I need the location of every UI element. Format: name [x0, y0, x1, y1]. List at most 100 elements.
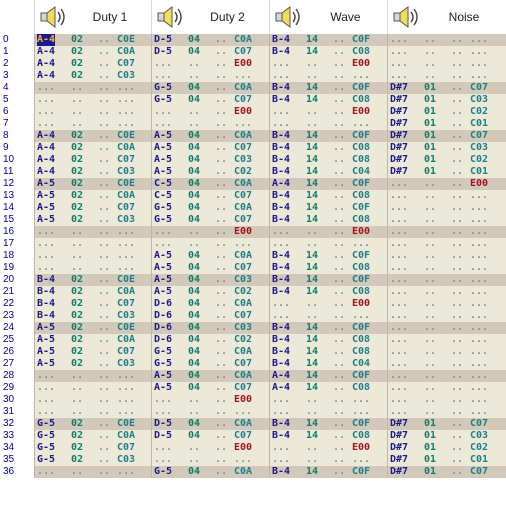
volume-field[interactable]: ..: [451, 226, 464, 237]
instrument-field[interactable]: 04: [188, 166, 201, 177]
instrument-field[interactable]: 02: [71, 322, 84, 333]
note-field[interactable]: B-4: [272, 346, 291, 357]
pattern-cell-duty-2[interactable]: A-5 04.. C02: [151, 286, 269, 298]
volume-field[interactable]: ..: [215, 226, 228, 237]
instrument-field[interactable]: ..: [71, 262, 84, 273]
effect-field[interactable]: C03: [234, 154, 253, 165]
instrument-field[interactable]: 14: [306, 334, 319, 345]
effect-field[interactable]: C02: [470, 106, 489, 117]
effect-field[interactable]: C07: [234, 214, 253, 225]
note-field[interactable]: ...: [390, 250, 409, 261]
effect-field[interactable]: ...: [234, 118, 253, 129]
pattern-cell-wave[interactable]: ..........: [269, 310, 387, 322]
effect-field[interactable]: C03: [117, 454, 136, 465]
volume-field[interactable]: ..: [98, 94, 111, 105]
pattern-cell-wave[interactable]: ....... E00: [269, 298, 387, 310]
instrument-field[interactable]: 14: [306, 274, 319, 285]
pattern-cell-duty-2[interactable]: G-5 04.. C0A: [151, 346, 269, 358]
volume-field[interactable]: ..: [333, 466, 346, 477]
pattern-cell-duty-1[interactable]: ..........: [34, 118, 151, 130]
pattern-cell-wave[interactable]: ....... E00: [269, 226, 387, 238]
pattern-cell-duty-1[interactable]: ..........: [34, 82, 151, 94]
pattern-cell-duty-1[interactable]: A-5 02.. C0A: [34, 190, 151, 202]
note-field[interactable]: ...: [37, 226, 56, 237]
note-field[interactable]: B-4: [272, 274, 291, 285]
note-field[interactable]: ...: [272, 442, 291, 453]
volume-field[interactable]: ..: [98, 406, 111, 417]
instrument-field[interactable]: 02: [71, 154, 84, 165]
volume-field[interactable]: ..: [451, 394, 464, 405]
note-field[interactable]: ...: [390, 298, 409, 309]
pattern-cell-wave[interactable]: B-4 14.. C08: [269, 214, 387, 226]
instrument-field[interactable]: ..: [188, 118, 201, 129]
effect-field[interactable]: C0A: [234, 82, 253, 93]
effect-field[interactable]: C0A: [234, 130, 253, 141]
volume-field[interactable]: ..: [215, 274, 228, 285]
volume-field[interactable]: ..: [451, 70, 464, 81]
pattern-cell-duty-2[interactable]: ....... E00: [151, 442, 269, 454]
instrument-field[interactable]: ..: [424, 286, 437, 297]
effect-field[interactable]: ...: [470, 334, 489, 345]
pattern-cell-noise[interactable]: ..........: [387, 298, 506, 310]
pattern-cell-wave[interactable]: B-4 14.. C0F: [269, 274, 387, 286]
speaker-icon[interactable]: [38, 3, 68, 31]
instrument-field[interactable]: ..: [424, 274, 437, 285]
volume-field[interactable]: ..: [215, 154, 228, 165]
pattern-cell-duty-2[interactable]: A-5 04.. C0A: [151, 370, 269, 382]
note-field[interactable]: ...: [154, 394, 173, 405]
note-field[interactable]: D-6: [154, 298, 173, 309]
volume-field[interactable]: ..: [98, 346, 111, 357]
note-field[interactable]: A-5: [154, 274, 173, 285]
pattern-cell-duty-1[interactable]: A-4 02.. C07: [34, 154, 151, 166]
note-field[interactable]: G-5: [37, 430, 56, 441]
note-field[interactable]: B-4: [272, 286, 291, 297]
pattern-cell-duty-1[interactable]: ..........: [34, 238, 151, 250]
effect-field[interactable]: C02: [234, 334, 253, 345]
pattern-cell-duty-2[interactable]: D-6 04.. C02: [151, 334, 269, 346]
pattern-cell-duty-1[interactable]: G-5 02.. C0A: [34, 430, 151, 442]
note-field[interactable]: ...: [272, 106, 291, 117]
pattern-cell-duty-2[interactable]: G-5 04.. C0A: [151, 202, 269, 214]
pattern-cell-duty-1[interactable]: A-5 02.. C07: [34, 202, 151, 214]
pattern-cell-noise[interactable]: D#7 01.. C07: [387, 418, 506, 430]
note-field[interactable]: ...: [272, 310, 291, 321]
instrument-field[interactable]: ..: [188, 106, 201, 117]
instrument-field[interactable]: 04: [188, 334, 201, 345]
pattern-grid[interactable]: 0 A-4 02.. C0E D-5 04.. C0A B-4 14.. C0F.........…: [0, 34, 506, 510]
effect-field[interactable]: C0A: [117, 430, 136, 441]
volume-field[interactable]: ..: [98, 322, 111, 333]
volume-field[interactable]: ..: [451, 130, 464, 141]
effect-field[interactable]: C0A: [234, 298, 253, 309]
pattern-cell-duty-2[interactable]: A-5 04.. C07: [151, 382, 269, 394]
volume-field[interactable]: ..: [451, 166, 464, 177]
volume-field[interactable]: ..: [98, 394, 111, 405]
volume-field[interactable]: ..: [98, 466, 111, 477]
note-field[interactable]: B-4: [272, 94, 291, 105]
note-field[interactable]: A-5: [154, 370, 173, 381]
instrument-field[interactable]: 14: [306, 214, 319, 225]
pattern-cell-noise[interactable]: ..........: [387, 370, 506, 382]
instrument-field[interactable]: 02: [71, 358, 84, 369]
effect-field[interactable]: ...: [470, 322, 489, 333]
volume-field[interactable]: ..: [451, 262, 464, 273]
effect-field[interactable]: ...: [470, 406, 489, 417]
volume-field[interactable]: ..: [98, 58, 111, 69]
pattern-cell-duty-2[interactable]: A-5 04.. C03: [151, 274, 269, 286]
effect-field[interactable]: C0A: [117, 334, 136, 345]
effect-field[interactable]: C02: [470, 442, 489, 453]
note-field[interactable]: G-5: [154, 466, 173, 477]
note-field[interactable]: D#7: [390, 166, 409, 177]
instrument-field[interactable]: 01: [424, 430, 437, 441]
note-field[interactable]: D#7: [390, 106, 409, 117]
effect-field[interactable]: ...: [117, 106, 136, 117]
pattern-cell-noise[interactable]: ..........: [387, 310, 506, 322]
pattern-cell-duty-1[interactable]: A-5 02.. C03: [34, 214, 151, 226]
effect-field[interactable]: C07: [234, 310, 253, 321]
volume-field[interactable]: ..: [451, 418, 464, 429]
volume-field[interactable]: ..: [333, 418, 346, 429]
volume-field[interactable]: ..: [215, 334, 228, 345]
pattern-cell-duty-1[interactable]: ..........: [34, 370, 151, 382]
volume-field[interactable]: ..: [451, 178, 464, 189]
volume-field[interactable]: ..: [215, 466, 228, 477]
note-field[interactable]: G-5: [37, 418, 56, 429]
